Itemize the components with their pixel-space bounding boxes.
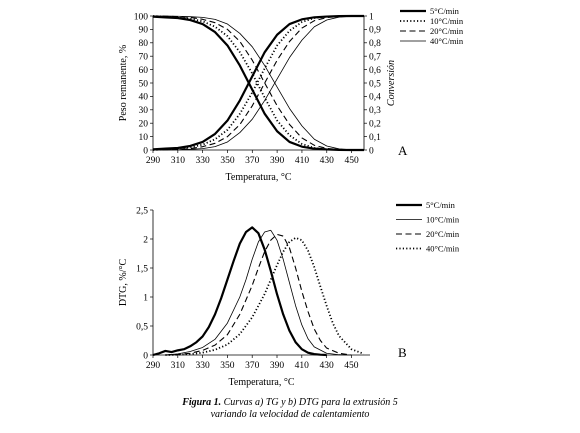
caption-line1: Curvas a) TG y b) DTG para la extrusión … xyxy=(221,397,398,408)
y-right-tick-label: 0,9 xyxy=(369,26,381,36)
legend-label: 5°C/min xyxy=(430,6,460,16)
legend-label: 5°C/min xyxy=(426,200,456,210)
y-tick-label: 20 xyxy=(139,120,149,130)
x-axis-label: Temperatura, °C xyxy=(228,377,294,388)
legend-label: 10°C/min xyxy=(430,16,464,26)
series-weight-5-c-min xyxy=(152,15,364,152)
legend-label: 20°C/min xyxy=(430,26,464,36)
caption-bold: Figura 1. xyxy=(182,397,222,408)
series-20-c-min xyxy=(165,233,352,356)
x-tick-label: 390 xyxy=(270,361,285,371)
y-right-tick-label: 1 xyxy=(369,12,374,22)
panel-label: B xyxy=(398,345,407,360)
y-right-tick-label: 0,8 xyxy=(369,39,381,49)
series-5-c-min xyxy=(152,226,327,357)
x-tick-label: 370 xyxy=(245,156,260,166)
y-tick-label: 0 xyxy=(143,146,148,156)
x-tick-label: 290 xyxy=(146,361,161,371)
x-tick-label: 350 xyxy=(220,361,235,371)
legend-label: 10°C/min xyxy=(426,215,460,225)
x-tick-label: 330 xyxy=(196,156,211,166)
y-tick-label: 1 xyxy=(143,293,148,303)
y-tick-label: 40 xyxy=(139,93,149,103)
x-tick-label: 290 xyxy=(146,156,161,166)
y-right-tick-label: 0,6 xyxy=(369,66,381,76)
y-tick-label: 30 xyxy=(139,106,149,116)
y-axis-label: Peso remanente, % xyxy=(118,45,129,121)
series-weight-20-c-min xyxy=(152,15,365,151)
series-weight-40-c-min xyxy=(153,15,365,151)
y-right-tick-label: 0 xyxy=(369,146,374,156)
y-tick-label: 10 xyxy=(139,133,149,143)
y-tick-label: 80 xyxy=(139,39,149,49)
x-tick-label: 350 xyxy=(220,156,235,166)
chart-a: 290 310 330 350 370 390 410 430 4500102030405060… xyxy=(118,6,464,183)
series-weight-10-c-min xyxy=(152,15,364,151)
chart-b: 290 310 330 350 370 390 410 430 450 0 0,5 1 1,5 2 2,5 T… xyxy=(118,200,460,388)
y-right-tick-label: 0,4 xyxy=(369,93,381,103)
series-conversion-5-c-min xyxy=(152,14,364,151)
y-tick-label: 2,5 xyxy=(136,206,148,216)
panel-label: A xyxy=(398,143,408,158)
caption-line2: variando la velocidad de calentamiento xyxy=(210,409,370,420)
legend-label: 40°C/min xyxy=(430,36,464,46)
series-conversion-10-c-min xyxy=(152,15,364,151)
y-right-tick-label: 0,2 xyxy=(369,120,381,130)
x-tick-label: 390 xyxy=(270,156,285,166)
figure-caption: Figura 1. Curvas a) TG y b) DTG para la … xyxy=(0,397,580,421)
y-right-tick-label: 0,5 xyxy=(369,79,381,89)
x-axis-label: Temperatura, °C xyxy=(225,172,291,183)
x-tick-label: 430 xyxy=(320,156,335,166)
x-tick-label: 370 xyxy=(245,361,260,371)
y-tick-label: 50 xyxy=(139,79,149,89)
y-tick-label: 0,5 xyxy=(136,322,148,332)
y-axis-label: DTG, %/°C xyxy=(118,259,129,307)
series-conversion-40-c-min xyxy=(153,15,365,151)
y-tick-label: 90 xyxy=(139,26,149,36)
x-tick-label: 310 xyxy=(171,361,186,371)
x-tick-label: 410 xyxy=(295,361,310,371)
y-tick-label: 0 xyxy=(143,351,148,361)
y-tick-label: 60 xyxy=(139,66,149,76)
y-tick-label: 100 xyxy=(134,12,149,22)
x-tick-label: 450 xyxy=(344,361,359,371)
legend-label: 40°C/min xyxy=(426,244,460,254)
x-tick-label: 410 xyxy=(295,156,310,166)
y-axis-right-label: Conversión xyxy=(386,60,397,106)
y-right-tick-label: 0,3 xyxy=(369,106,381,116)
x-tick-label: 450 xyxy=(344,156,359,166)
y-right-tick-label: 0,1 xyxy=(369,133,381,143)
y-tick-label: 70 xyxy=(139,53,149,63)
legend-label: 20°C/min xyxy=(426,229,460,239)
x-tick-label: 430 xyxy=(319,361,334,371)
series-40-c-min xyxy=(165,236,365,356)
x-tick-label: 310 xyxy=(171,156,186,166)
y-tick-label: 1,5 xyxy=(136,264,148,274)
series-10-c-min xyxy=(165,229,352,356)
series-conversion-20-c-min xyxy=(152,15,365,151)
y-right-tick-label: 0,7 xyxy=(369,53,381,63)
y-tick-label: 2 xyxy=(143,235,148,245)
x-tick-label: 330 xyxy=(195,361,210,371)
